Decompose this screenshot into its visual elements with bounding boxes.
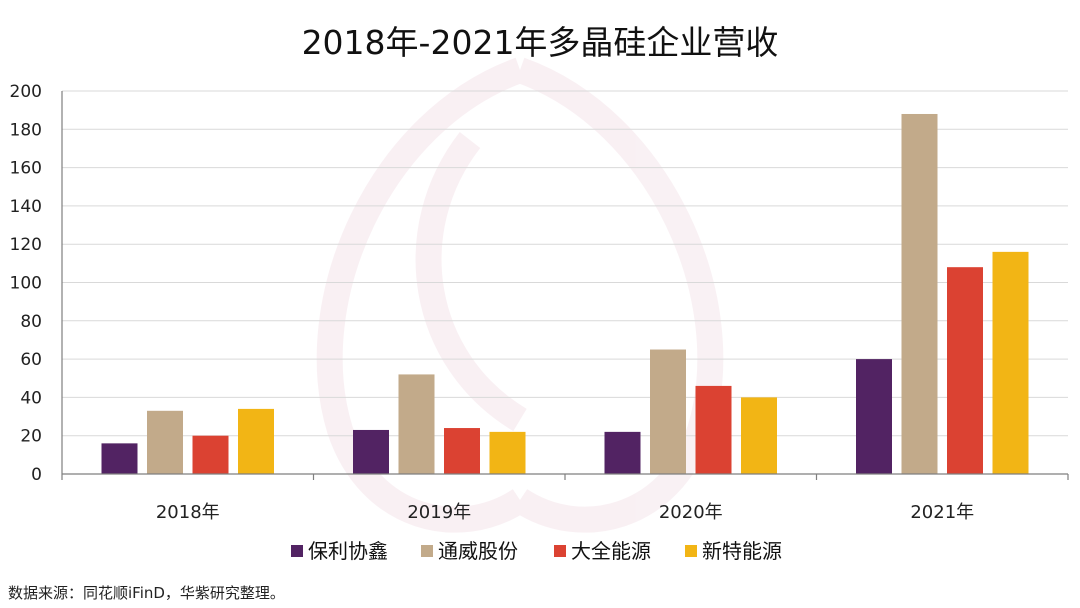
gridlines — [62, 90, 1068, 437]
x-category-label: 2018年 — [156, 502, 220, 523]
chart-title: 2018年-2021年多晶硅企业营收 — [302, 23, 779, 62]
bar-通威股份-2019年 — [398, 374, 435, 474]
bar-保利协鑫-2019年 — [353, 429, 389, 474]
bars — [101, 113, 1029, 474]
y-tick-label: 40 — [20, 388, 42, 408]
legend-label: 保利协鑫 — [308, 539, 388, 563]
bar-大全能源-2021年 — [947, 267, 983, 474]
y-tick-label: 180 — [10, 120, 42, 140]
y-axis-ticks: 0 20 40 60 80 100 120 140 160 180 200 — [10, 82, 42, 485]
y-tick-label: 160 — [10, 159, 42, 179]
y-tick-label: 120 — [10, 235, 42, 255]
bar-大全能源-2019年 — [444, 428, 480, 474]
y-tick-label: 140 — [10, 197, 42, 217]
x-axis-categories: 2018年 2019年 2020年 2021年 — [156, 502, 974, 523]
legend: 保利协鑫 通威股份 大全能源 新特能源 — [291, 539, 782, 563]
legend-swatch — [291, 545, 303, 557]
bar-保利协鑫-2018年 — [101, 443, 138, 474]
y-tick-label: 20 — [20, 427, 42, 447]
bar-通威股份-2018年 — [147, 410, 183, 474]
bar-新特能源-2019年 — [489, 431, 526, 474]
x-category-label: 2019年 — [407, 502, 471, 523]
legend-swatch — [685, 545, 697, 557]
bar-新特能源-2018年 — [238, 408, 274, 474]
axes — [61, 91, 1069, 480]
y-tick-label: 100 — [10, 274, 42, 294]
y-tick-label: 60 — [20, 350, 42, 370]
y-tick-label: 200 — [10, 82, 42, 102]
x-category-label: 2021年 — [910, 502, 974, 523]
bar-通威股份-2020年 — [650, 349, 686, 474]
legend-label: 新特能源 — [702, 539, 782, 563]
legend-label: 大全能源 — [571, 539, 651, 563]
bar-大全能源-2018年 — [192, 435, 229, 474]
bar-保利协鑫-2021年 — [856, 359, 892, 474]
bar-大全能源-2020年 — [695, 385, 732, 474]
legend-swatch — [421, 545, 433, 557]
legend-label: 通威股份 — [438, 539, 518, 563]
bar-新特能源-2021年 — [992, 251, 1029, 474]
x-category-label: 2020年 — [659, 502, 723, 523]
y-tick-label: 0 — [31, 465, 42, 485]
source-note: 数据来源：同花顺iFinD，华紫研究整理。 — [8, 584, 285, 602]
bar-保利协鑫-2020年 — [604, 431, 641, 474]
bar-通威股份-2021年 — [901, 113, 938, 474]
y-tick-label: 80 — [20, 312, 42, 332]
bar-新特能源-2020年 — [741, 397, 777, 474]
legend-swatch — [554, 545, 566, 557]
